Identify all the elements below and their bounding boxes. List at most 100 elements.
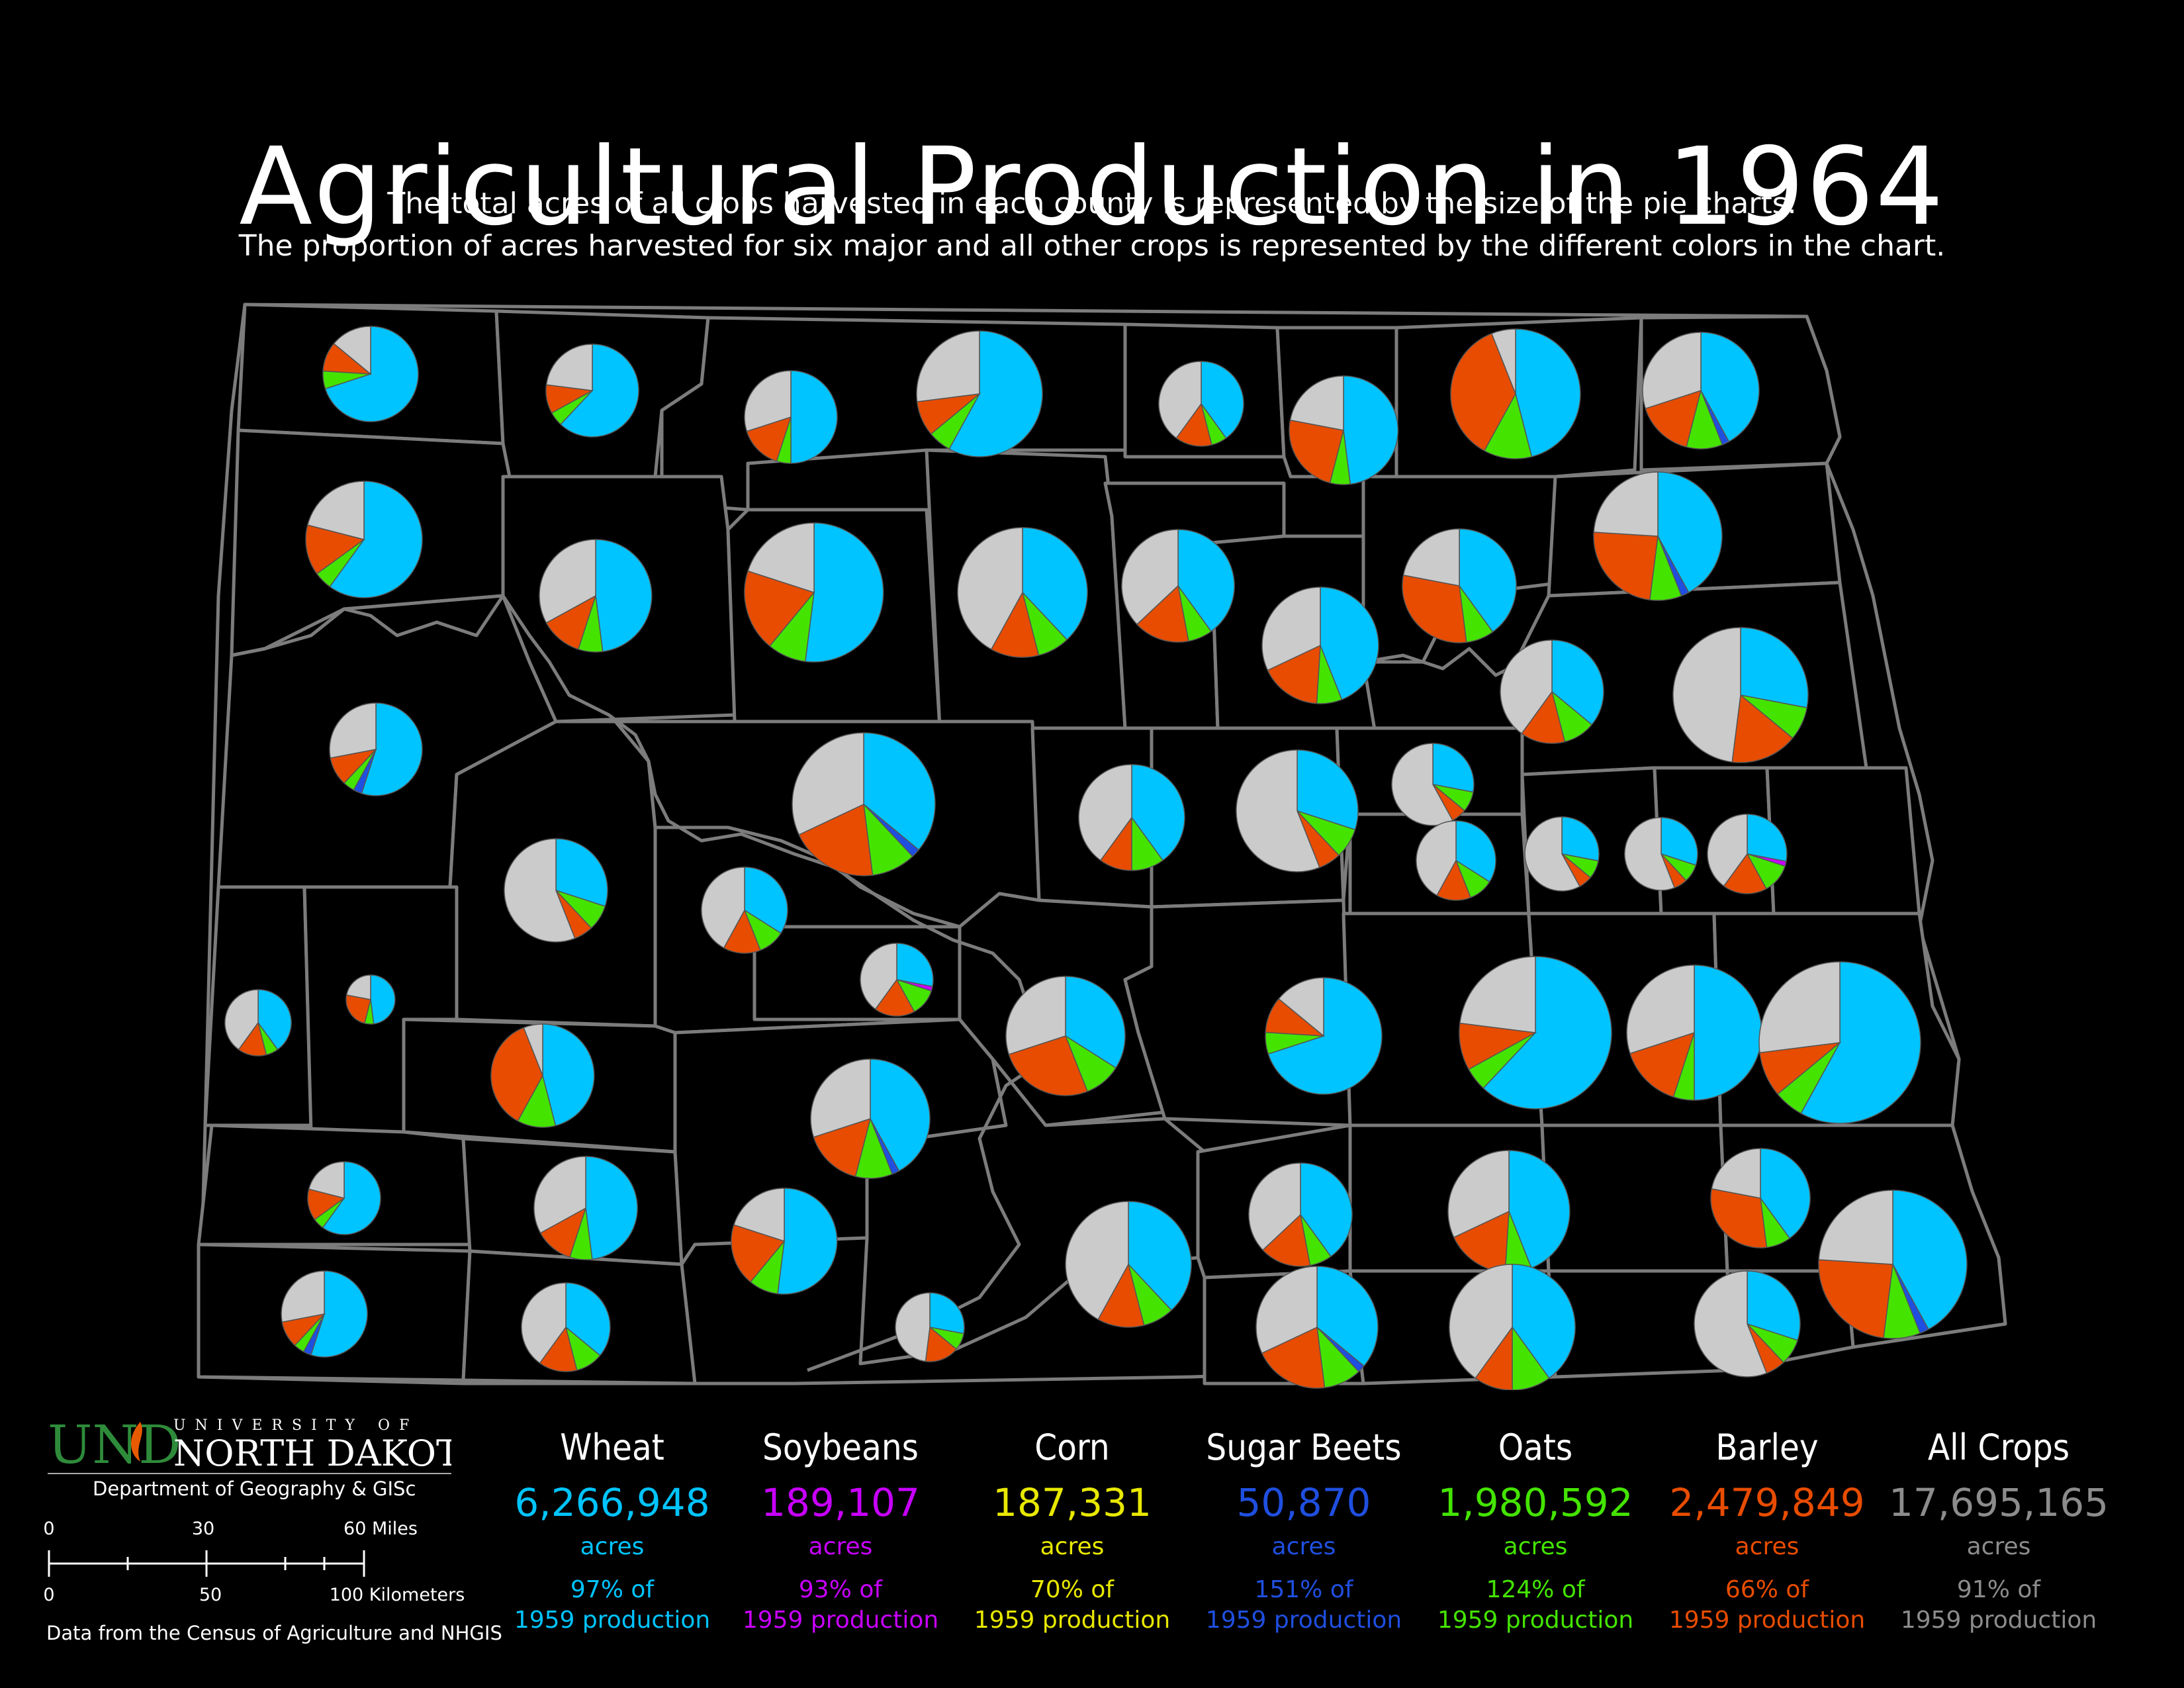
pie-slice-other bbox=[1500, 639, 1553, 735]
map-subtitle-colors: The proportion of acres harvested for si… bbox=[238, 229, 1946, 263]
pie-slice-other bbox=[224, 989, 259, 1051]
pie-slice-wheat bbox=[1747, 814, 1788, 863]
legend-unit: acres bbox=[808, 1533, 873, 1560]
pie-slice-oats bbox=[1483, 392, 1533, 459]
pie-slice-barley bbox=[1402, 575, 1467, 643]
county-pie bbox=[490, 1023, 595, 1128]
scale-bar: 0 30 60 Miles 0 50 100 Kilometers bbox=[43, 1519, 465, 1605]
county-traill-steele bbox=[1765, 766, 1921, 915]
legend-name: Wheat bbox=[560, 1427, 664, 1468]
pie-slice-other bbox=[306, 481, 365, 540]
county-pie bbox=[731, 1188, 838, 1295]
legend-value: 189,107 bbox=[761, 1480, 920, 1525]
pie-slice-barley bbox=[545, 594, 597, 650]
county-pie bbox=[957, 527, 1088, 658]
pie-slice-other bbox=[1391, 743, 1453, 826]
pie-slice-barley bbox=[1731, 694, 1794, 763]
pie-slice-wheat bbox=[560, 344, 639, 438]
flame-icon bbox=[131, 1422, 142, 1462]
pie-slice-wheat bbox=[1740, 627, 1809, 708]
pie-slice-other bbox=[1593, 471, 1659, 537]
pie-slice-barley bbox=[1175, 402, 1212, 447]
legend-pct-line1: 97% of bbox=[570, 1576, 655, 1603]
pie-slice-wheat bbox=[555, 838, 608, 908]
pie-slice-wheat bbox=[1343, 375, 1399, 485]
pie-slice-other bbox=[504, 838, 576, 943]
pie-slice-wheat bbox=[777, 1188, 838, 1295]
pie-slice-wheat bbox=[1300, 1162, 1353, 1258]
pie-slice-wheat bbox=[870, 1058, 931, 1172]
pie-slice-wheat bbox=[257, 989, 292, 1051]
pie-slice-wheat bbox=[804, 522, 884, 663]
pie-slice-wheat bbox=[1508, 1150, 1570, 1269]
pie-slice-barley bbox=[744, 570, 815, 647]
logo-und: UND bbox=[48, 1414, 181, 1475]
pie-slice-barley bbox=[1723, 853, 1767, 894]
legend-pct: 70% of 1959 production bbox=[960, 1575, 1185, 1636]
legend-pct-line1: 93% of bbox=[798, 1576, 883, 1603]
legend-value: 50,870 bbox=[1236, 1480, 1371, 1525]
county-pie bbox=[1707, 814, 1788, 894]
legend-pct-line1: 151% of bbox=[1254, 1576, 1353, 1603]
pie-slice-other bbox=[1005, 976, 1066, 1055]
legend-unit: acres bbox=[1271, 1533, 1336, 1560]
legend-unit: acres bbox=[1040, 1533, 1105, 1560]
pie-slice-wheat bbox=[1515, 328, 1581, 457]
pie-slice-wheat bbox=[948, 330, 1043, 457]
legend-value: 17,695,165 bbox=[1888, 1480, 2109, 1525]
pie-slice-other bbox=[545, 344, 593, 391]
pie-slice-wheat bbox=[324, 326, 419, 422]
county-pie bbox=[744, 522, 884, 663]
pie-slice-other bbox=[1065, 1201, 1129, 1321]
pie-slice-wheat bbox=[1177, 529, 1235, 632]
pie-slice-wheat bbox=[329, 481, 423, 598]
county-pie bbox=[1672, 627, 1809, 763]
pie-slice-barley bbox=[874, 978, 915, 1017]
pie-slice-other bbox=[521, 1282, 567, 1364]
legend-all-crops: All Crops 17,695,165 acres 91% of 1959 p… bbox=[1886, 1427, 2111, 1636]
pie-slice-barley bbox=[1289, 419, 1344, 484]
pie-slice-wheat bbox=[1320, 586, 1379, 700]
county-pie bbox=[1593, 471, 1723, 601]
pie-slice-wheat bbox=[370, 974, 396, 1025]
county-pie bbox=[1261, 586, 1379, 704]
pie-slice-wheat bbox=[863, 732, 936, 851]
pie-slice-barley bbox=[1459, 1022, 1537, 1070]
legend-pct-line2: 1959 production bbox=[1205, 1607, 1402, 1634]
legend-pct-line1: 70% of bbox=[1030, 1576, 1115, 1603]
und-logo: UND UNIVERSITY OF NORTH DAKOTA bbox=[48, 1414, 451, 1475]
pie-slice-other bbox=[1158, 361, 1202, 439]
pie-slice-other bbox=[1711, 1148, 1761, 1199]
legend-pct: 124% of 1959 production bbox=[1423, 1575, 1648, 1636]
pie-slice-other bbox=[1289, 375, 1344, 431]
pie-slice-other bbox=[810, 1058, 871, 1138]
pie-slice-other bbox=[1672, 627, 1741, 763]
pie-slice-other bbox=[1818, 1190, 1893, 1265]
scale-km-50: 50 bbox=[199, 1585, 222, 1605]
pie-slice-wheat bbox=[1459, 528, 1517, 633]
map-subtitle-size: The total acres of all crops harvested i… bbox=[387, 187, 1797, 220]
pie-slice-barley bbox=[345, 994, 371, 1024]
legend-pct-line2: 1959 production bbox=[1437, 1607, 1634, 1634]
legend-name: Barley bbox=[1715, 1427, 1819, 1468]
pie-slice-other bbox=[1459, 956, 1536, 1033]
county-pie bbox=[281, 1270, 368, 1358]
county-pie bbox=[744, 370, 838, 464]
legend-pct-line2: 1959 production bbox=[1900, 1607, 2097, 1634]
county-pie bbox=[1758, 961, 1921, 1124]
county-pie bbox=[792, 732, 936, 876]
pie-slice-wheat bbox=[1700, 332, 1760, 443]
legend-corn: Corn 187,331 acres 70% of 1959 productio… bbox=[960, 1427, 1185, 1636]
pie-slice-other bbox=[281, 1270, 325, 1323]
county-pie-charts bbox=[224, 326, 1968, 1390]
legend-pct-line1: 91% of bbox=[1956, 1576, 2041, 1603]
department-name: Department of Geography & GISc bbox=[93, 1477, 416, 1500]
legend-value: 2,479,849 bbox=[1669, 1480, 1865, 1525]
county-pie bbox=[1289, 375, 1399, 485]
pie-slice-other bbox=[744, 370, 792, 432]
pie-slice-barley bbox=[1710, 1188, 1768, 1248]
county-pie bbox=[1624, 817, 1698, 891]
pie-slice-barley bbox=[1261, 1326, 1326, 1389]
missouri-river bbox=[231, 594, 1048, 1372]
pie-slice-other bbox=[1624, 817, 1676, 891]
